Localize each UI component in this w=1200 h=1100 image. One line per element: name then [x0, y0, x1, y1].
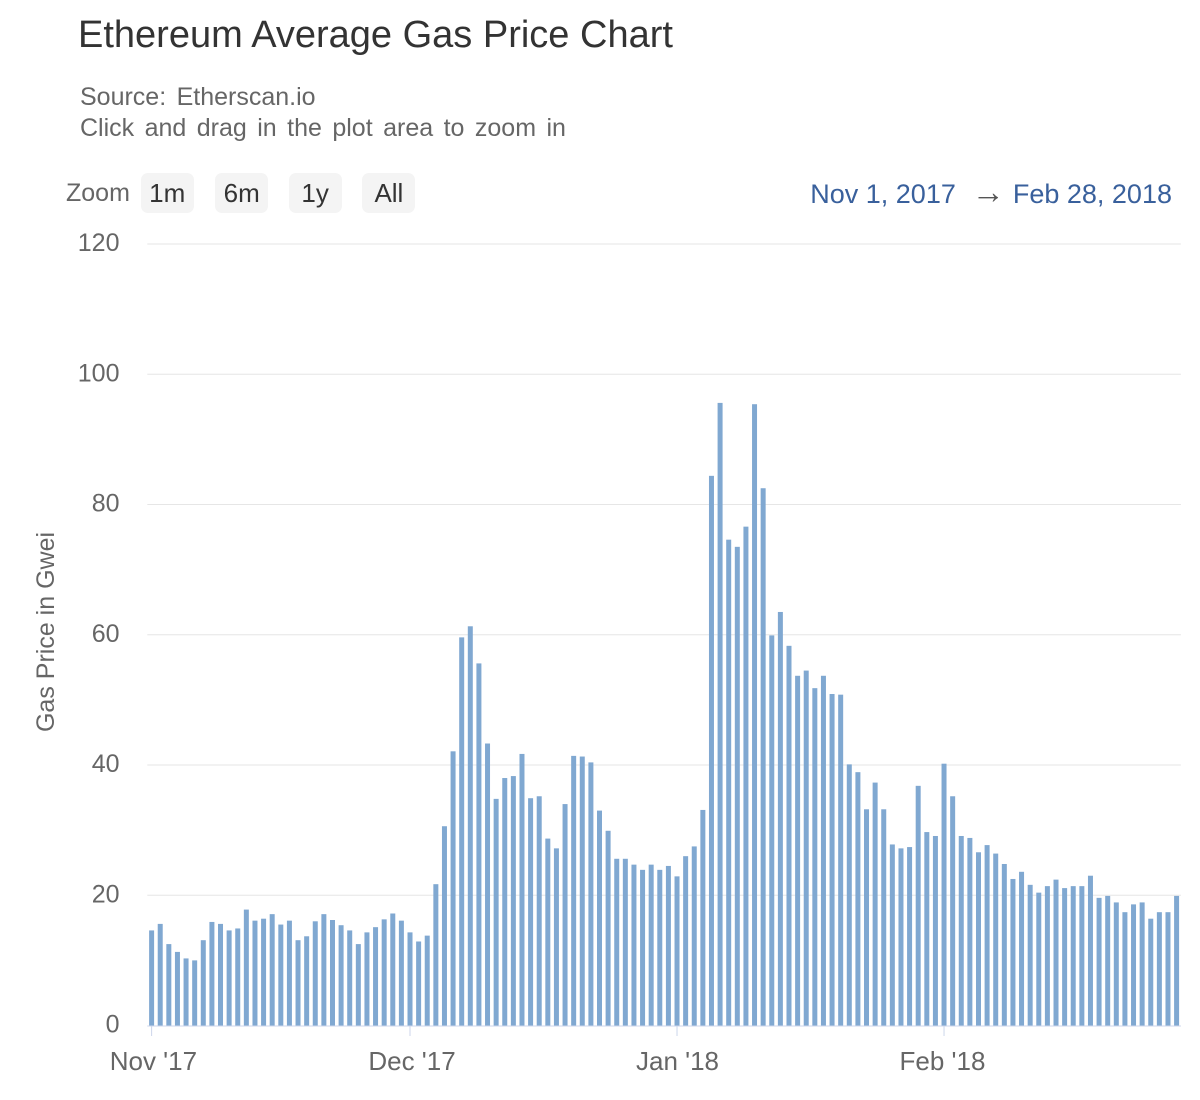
svg-text:Dec '17: Dec '17: [368, 1046, 455, 1076]
svg-text:60: 60: [92, 620, 120, 648]
svg-text:0: 0: [106, 1011, 120, 1039]
svg-text:120: 120: [78, 230, 120, 257]
svg-text:Jan '18: Jan '18: [636, 1046, 719, 1076]
svg-text:Feb '18: Feb '18: [900, 1046, 986, 1076]
svg-text:80: 80: [92, 490, 120, 518]
svg-text:20: 20: [92, 880, 120, 908]
svg-text:Nov '17: Nov '17: [110, 1046, 197, 1076]
svg-text:100: 100: [78, 359, 120, 387]
svg-text:Gas Price in Gwei: Gas Price in Gwei: [32, 532, 60, 732]
svg-text:40: 40: [92, 750, 120, 778]
